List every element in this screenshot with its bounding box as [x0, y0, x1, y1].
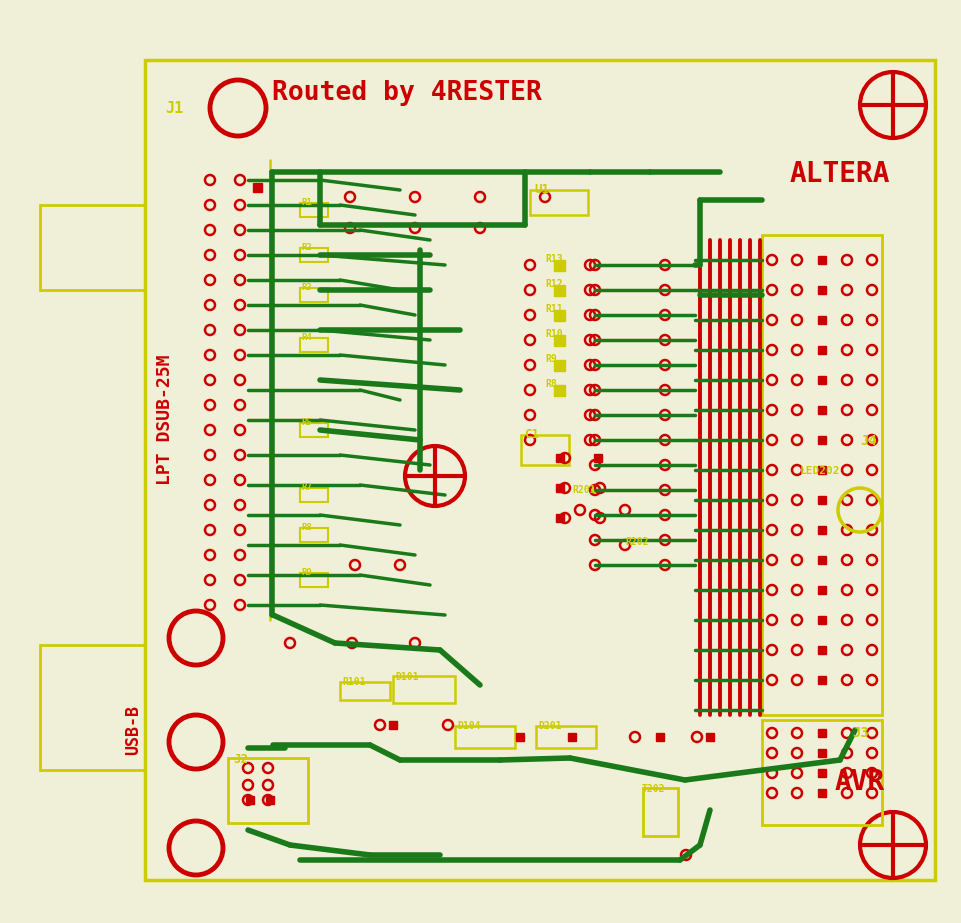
Bar [593, 454, 602, 462]
Bar [817, 256, 825, 264]
Bar [817, 496, 825, 504]
Text: R3: R3 [301, 283, 311, 292]
Text: C1: C1 [524, 428, 538, 441]
Bar [705, 733, 713, 741]
Text: R8: R8 [545, 379, 556, 389]
Bar [266, 796, 274, 804]
Bar [300, 338, 328, 352]
Bar [145, 60, 934, 880]
Bar [817, 616, 825, 624]
Bar [761, 235, 881, 715]
Text: R7: R7 [301, 483, 311, 492]
Bar [521, 435, 568, 465]
Text: R11: R11 [545, 304, 562, 314]
Text: R4: R4 [301, 333, 311, 342]
Bar [817, 769, 825, 777]
Text: R12: R12 [545, 279, 562, 289]
Bar [300, 573, 328, 587]
Bar [535, 726, 596, 748]
Text: R5: R5 [301, 418, 311, 427]
Text: R201: R201 [572, 485, 595, 495]
Bar [300, 288, 328, 302]
Text: ALTERA: ALTERA [789, 160, 890, 188]
Bar [817, 406, 825, 414]
Bar [339, 682, 389, 700]
Bar [655, 733, 663, 741]
Text: T202: T202 [641, 784, 665, 794]
Bar [554, 385, 565, 395]
Bar [817, 346, 825, 354]
Bar [393, 676, 455, 703]
Text: R8: R8 [301, 523, 311, 532]
Bar [300, 488, 328, 502]
Bar [554, 284, 565, 295]
Bar [817, 376, 825, 384]
Bar [555, 484, 563, 492]
Text: U1: U1 [533, 183, 549, 196]
Bar [817, 286, 825, 294]
Bar [555, 454, 563, 462]
Text: AVR: AVR [834, 768, 884, 796]
Text: J4: J4 [859, 434, 875, 448]
Bar [554, 259, 565, 270]
Text: D101: D101 [395, 672, 418, 682]
Text: USB-B: USB-B [124, 705, 142, 755]
Bar [817, 316, 825, 324]
Text: J3: J3 [851, 726, 868, 740]
Bar [555, 514, 563, 522]
Text: R2: R2 [301, 243, 311, 252]
Bar [817, 789, 825, 797]
Bar [567, 733, 576, 741]
Bar [817, 556, 825, 564]
Bar [817, 466, 825, 474]
Text: LED202: LED202 [800, 466, 840, 476]
Bar [300, 528, 328, 542]
Bar [761, 720, 881, 825]
Bar [388, 721, 397, 729]
Text: D201: D201 [537, 721, 561, 731]
Bar [530, 190, 587, 215]
Bar [554, 359, 565, 370]
Bar [554, 309, 565, 320]
Bar [300, 423, 328, 437]
Bar [817, 646, 825, 654]
Text: R9: R9 [301, 568, 311, 577]
Bar [254, 183, 262, 191]
Bar [817, 676, 825, 684]
Bar [455, 726, 514, 748]
Bar [228, 758, 308, 823]
Bar [817, 526, 825, 534]
Text: R9: R9 [545, 354, 556, 364]
Text: R13: R13 [545, 254, 562, 264]
Bar [300, 248, 328, 262]
Bar [515, 733, 524, 741]
Bar [642, 788, 678, 836]
Text: D104: D104 [456, 721, 480, 731]
Text: R1: R1 [301, 198, 311, 207]
Text: J2: J2 [233, 753, 248, 766]
Bar [40, 645, 145, 770]
Bar [817, 729, 825, 737]
Text: R101: R101 [342, 677, 365, 687]
Text: Routed by 4RESTER: Routed by 4RESTER [272, 80, 541, 106]
Bar [554, 334, 565, 345]
Bar [300, 203, 328, 217]
Bar [145, 60, 934, 880]
Text: R202: R202 [625, 537, 648, 547]
Bar [817, 436, 825, 444]
Bar [817, 586, 825, 594]
Text: LPT DSUB-25M: LPT DSUB-25M [156, 354, 174, 485]
Text: R10: R10 [545, 329, 562, 339]
Bar [817, 749, 825, 757]
Bar [246, 796, 254, 804]
Bar [40, 205, 145, 290]
Text: J1: J1 [165, 101, 183, 116]
